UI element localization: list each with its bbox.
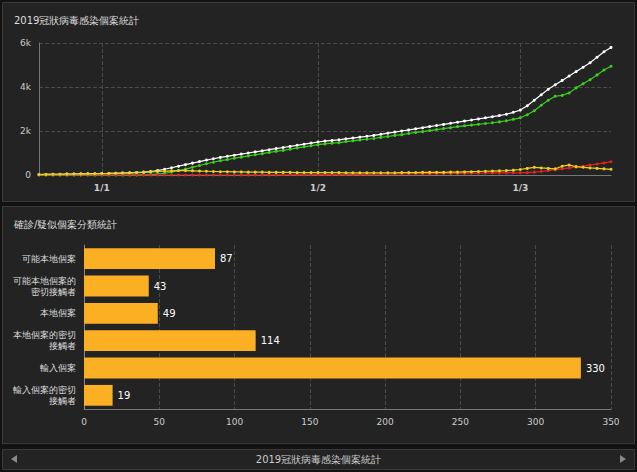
html-text:2019冠狀病毒感染個案統計: 2019冠狀病毒感染個案統計: [255, 454, 382, 465]
svg-text:1/2: 1/2: [310, 183, 326, 193]
svg-text:4k: 4k: [20, 82, 32, 92]
svg-text:輸入個案: 輸入個案: [40, 363, 76, 373]
svg-text:接觸者: 接觸者: [49, 341, 76, 351]
svg-text:0: 0: [81, 417, 87, 427]
svg-text:本地個案: 本地個案: [40, 308, 76, 318]
svg-text:1/3: 1/3: [512, 183, 528, 193]
svg-text:確診/疑似個案分類統計: 確診/疑似個案分類統計: [13, 219, 117, 230]
svg-text:300: 300: [527, 417, 544, 427]
svg-text:150: 150: [301, 417, 318, 427]
svg-text:可能本地個案的: 可能本地個案的: [13, 276, 76, 286]
svg-text:87: 87: [220, 253, 233, 264]
svg-text:2k: 2k: [20, 126, 32, 136]
svg-text:6k: 6k: [20, 38, 32, 48]
svg-text:2019冠狀病毒感染個案統計: 2019冠狀病毒感染個案統計: [14, 15, 139, 26]
svg-text:200: 200: [377, 417, 394, 427]
svg-text:114: 114: [261, 335, 280, 346]
svg-text:輸入個案的密切: 輸入個案的密切: [13, 385, 76, 395]
svg-text:19: 19: [118, 390, 131, 401]
svg-text:密切接觸者: 密切接觸者: [31, 287, 76, 297]
svg-text:可能本地個案: 可能本地個案: [22, 254, 76, 264]
svg-text:100: 100: [226, 417, 243, 427]
svg-text:1/1: 1/1: [94, 183, 110, 193]
svg-text:本地個案的密切: 本地個案的密切: [13, 330, 76, 340]
svg-text:0: 0: [25, 170, 31, 180]
svg-text:43: 43: [154, 281, 167, 292]
svg-text:330: 330: [586, 363, 605, 374]
svg-text:49: 49: [163, 308, 176, 319]
svg-text:接觸者: 接觸者: [49, 396, 76, 406]
svg-text:50: 50: [154, 417, 166, 427]
svg-text:350: 350: [602, 417, 619, 427]
svg-text:250: 250: [452, 417, 469, 427]
